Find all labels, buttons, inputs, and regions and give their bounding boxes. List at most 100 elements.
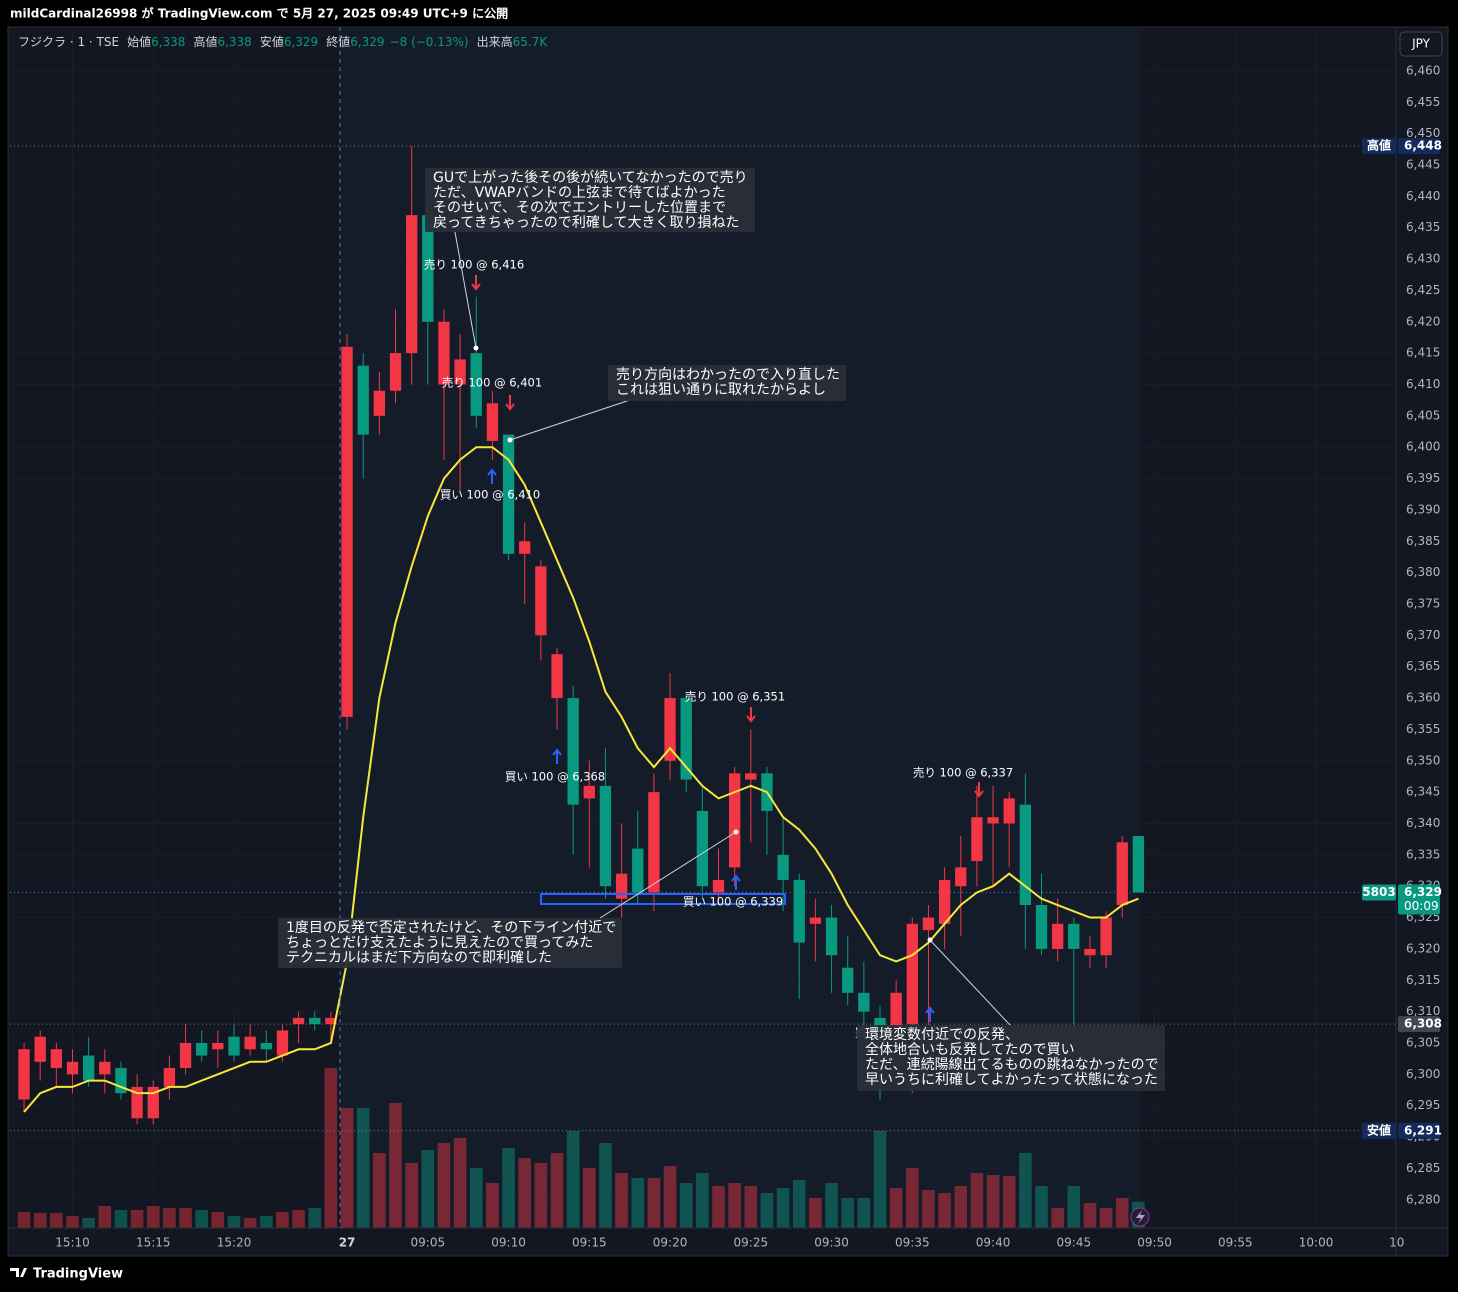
volume-bar [260,1216,273,1228]
published-info: mildCardinal26998 が TradingView.com で 5月… [10,6,508,21]
annotation-anchor [507,437,513,443]
price-tag-name: 5803 [1362,885,1395,899]
candle-body [341,346,353,717]
y-tick-label: 6,320 [1406,941,1440,955]
annotation-line: そのせいで、その次でエントリーした位置まで [433,200,726,216]
annotation-anchor [733,829,739,835]
candle-body [1035,905,1048,949]
volume-bar [550,1153,564,1228]
annotation-anchor [927,937,933,943]
candle-body [454,359,466,385]
candle-body [648,792,660,893]
candle-body [955,867,967,887]
y-tick-label: 6,295 [1406,1098,1440,1112]
annotation-line: GUで上がった後その後が続いてなかったので売り [433,169,748,186]
volume-bar [518,1158,532,1228]
trade-label: 売り 100 @ 6,416 [424,258,524,272]
candle-body [906,923,918,1025]
position-box [540,893,786,905]
y-tick-label: 6,370 [1406,628,1440,642]
y-tick-label: 6,415 [1406,346,1440,360]
annotation-connector [929,939,1011,1026]
y-tick-label: 6,385 [1406,534,1440,548]
candle-body [519,541,531,554]
trade-marker: 売り 100 @ 6,337 [913,766,1013,798]
candle-body [196,1042,208,1056]
annotation-box [608,365,846,401]
volume-bar [50,1213,63,1228]
annotation-line: 全体地合いも反発してたので買い [865,1041,1075,1058]
volume-bar [179,1208,192,1228]
volume-bar [421,1150,435,1228]
volume-bar [389,1103,402,1228]
candle-body [82,1055,95,1081]
candle-body [115,1068,127,1094]
volume-bar [1099,1208,1113,1228]
annotation-connector [454,231,477,349]
volume-bar [324,1068,338,1228]
trade-arrow [925,1006,935,1022]
candle-body [987,817,999,824]
candle-body [535,566,547,636]
price-tag-value: 6,329 [1404,885,1442,899]
y-tick-label: 6,405 [1406,408,1440,422]
x-tick-label: 09:30 [814,1236,849,1250]
x-tick-label: 09:50 [1137,1236,1172,1250]
tv-logo [10,1268,27,1277]
y-tick-label: 6,350 [1406,753,1440,767]
x-tick-label: 10 [1389,1236,1404,1250]
y-tick-label: 6,375 [1406,596,1440,610]
volume-bar [1115,1198,1129,1228]
volume-bar [986,1175,1000,1228]
volume-bar [728,1183,741,1228]
candle-body [502,434,515,554]
annotation: GUで上がった後その後が続いてなかったので売りただ、VWAPバンドの上弦まで待て… [425,168,755,351]
x-tick-label: 09:40 [976,1236,1011,1250]
candle-body [438,321,450,385]
currency-button[interactable]: JPY [1399,31,1443,57]
volume-bar [922,1190,935,1228]
header-field: 6,329 [284,35,318,49]
volume-bar [889,1188,903,1228]
candle-body [696,810,709,887]
footer-brand: TradingView [33,1267,123,1282]
volume-bar [486,1183,499,1228]
currency-box[interactable] [1399,31,1443,57]
trade-label: 買い 100 @ 6,410 [440,488,540,502]
candle-body [18,1049,30,1100]
candle-body [99,1061,111,1075]
header-field: フジクラ · 1 · TSE [18,35,119,49]
y-tick-label: 6,455 [1406,95,1440,109]
candle-body [1003,798,1015,824]
candle-body [938,879,951,924]
y-tick-label: 6,430 [1406,252,1440,266]
volume-bar [954,1186,968,1228]
volume-bar [66,1216,79,1228]
y-tick-label: 6,280 [1406,1192,1440,1206]
volume-bar [502,1148,515,1228]
trade-label: 買い 100 @ 6,368 [505,770,605,784]
x-tick-label: 15:20 [217,1236,252,1250]
y-tick-label: 6,335 [1406,847,1440,861]
y-tick-label: 6,380 [1406,565,1440,579]
y-tick-label: 6,450 [1406,126,1440,140]
volume-bar [17,1212,31,1228]
annotation-line: テクニカルはまだ下方向なので即利確した [286,950,552,966]
x-tick-label: 09:35 [895,1236,930,1250]
price-tag-value: 6,291 [1404,1123,1442,1137]
volume-bar [970,1173,984,1228]
candle-body [583,785,595,799]
volume-bar [453,1138,467,1228]
y-tick-label: 6,300 [1406,1067,1440,1081]
price-tag-box [1398,1122,1440,1139]
volume-bar [663,1166,677,1228]
candle-body [163,1068,176,1087]
volume-bar [163,1208,176,1228]
annotation-line: ただ、VWAPバンドの上弦まで待てばよかった [433,185,726,201]
alert-bolt [1136,1210,1145,1224]
currency[interactable]: JPY [1411,37,1431,51]
candle-body [664,698,676,761]
candle-body [567,698,579,805]
trade-marker: 買い 100 @ 6,410 [440,468,540,502]
candle-body [1068,923,1080,949]
